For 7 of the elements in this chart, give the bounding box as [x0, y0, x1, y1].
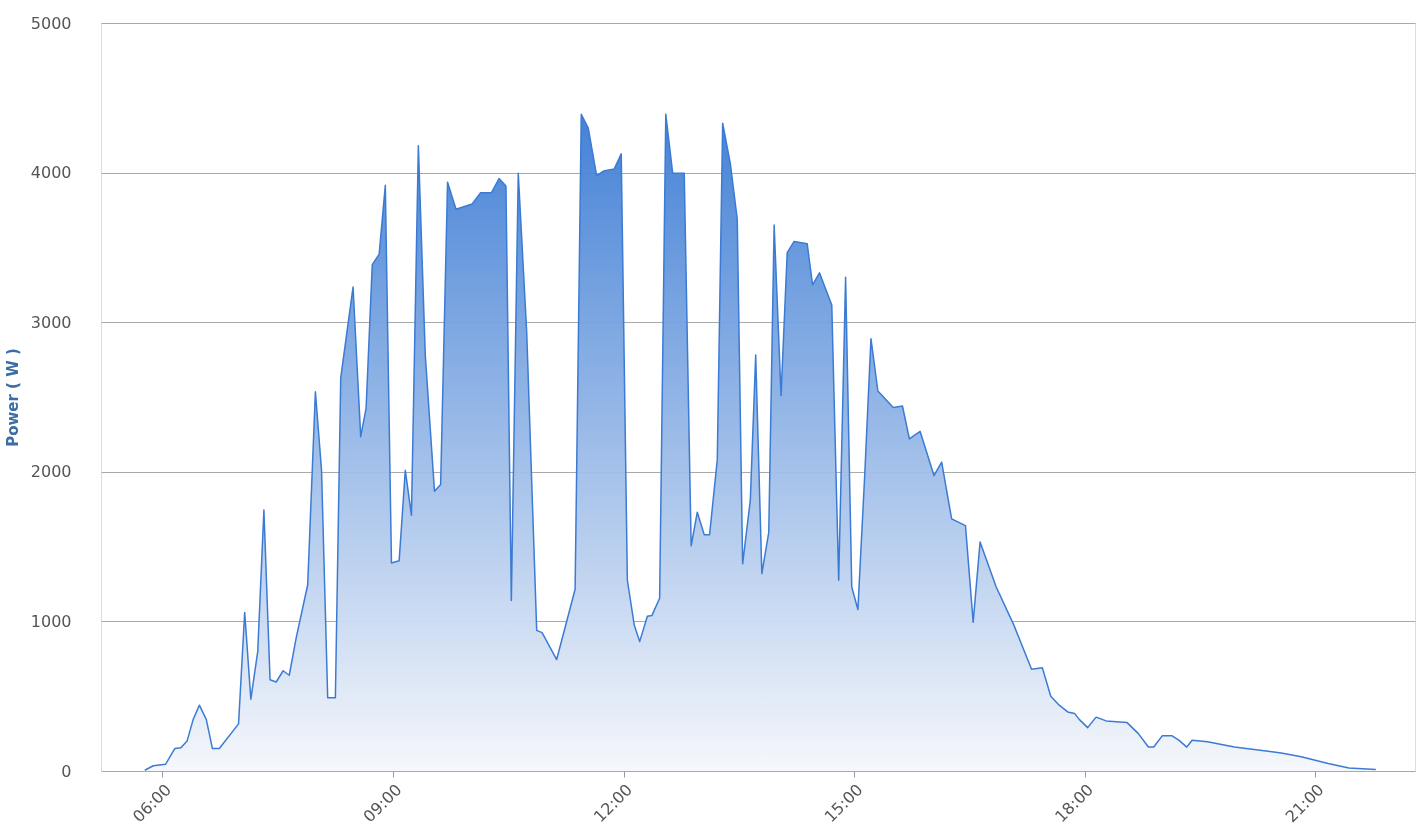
y-tick-label: 3000	[30, 312, 72, 332]
y-axis-title: Power ( W )	[3, 348, 22, 447]
y-tick-label: 0	[61, 761, 72, 781]
y-tick-label: 1000	[30, 611, 72, 631]
y-tick-label: 4000	[30, 163, 72, 183]
y-tick-label: 2000	[30, 462, 72, 482]
y-tick-label: 5000	[30, 13, 72, 33]
